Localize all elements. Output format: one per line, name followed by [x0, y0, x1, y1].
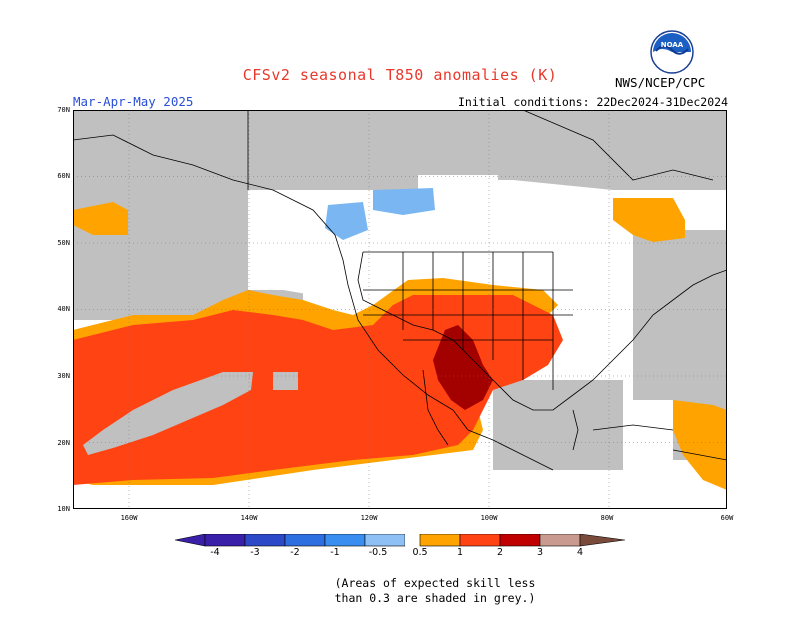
colorbar-label: -2 — [290, 547, 300, 558]
dark-red-anomaly-area — [433, 325, 493, 410]
colorbar-label: 1 — [456, 547, 464, 558]
colorbar-arrow-high — [579, 534, 625, 547]
noaa-logo: NOAA — [650, 30, 694, 74]
skill-note-line-1: (Areas of expected skill less — [334, 576, 536, 590]
lon-label-60w: 60W — [720, 514, 734, 522]
colorbar-label: 3 — [536, 547, 544, 558]
colorbar-swatch — [405, 534, 420, 546]
skill-note-line-2: than 0.3 are shaded in grey.) — [334, 591, 536, 605]
lat-label-20n: 20N — [57, 439, 70, 447]
colorbar — [175, 534, 625, 547]
colorbar-label: 0.5 — [412, 547, 428, 558]
colorbar-label: -4 — [210, 547, 220, 558]
colorbar-swatch — [364, 534, 406, 547]
light-blue-anomaly-areas — [325, 188, 435, 240]
noaa-logo-text: NOAA — [661, 41, 684, 49]
lat-label-30n: 30N — [57, 372, 70, 380]
colorbar-swatch — [459, 534, 501, 547]
lon-label-120w: 120W — [360, 514, 378, 522]
colorbar-swatch — [324, 534, 366, 547]
lat-label-70n: 70N — [57, 106, 70, 114]
grey-pacific-patches — [83, 372, 298, 455]
lon-label-140w: 140W — [240, 514, 258, 522]
colorbar-label: 4 — [576, 547, 584, 558]
lat-label-40n: 40N — [57, 305, 70, 313]
colorbar-label: -3 — [250, 547, 260, 558]
agency-label: NWS/NCEP/CPC — [615, 75, 706, 90]
colorbar-swatch — [284, 534, 326, 547]
colorbar-label: -1 — [330, 547, 340, 558]
lon-label-100w: 100W — [480, 514, 498, 522]
skill-note: (Areas of expected skill less than 0.3 a… — [0, 576, 800, 606]
colorbar-arrow-low — [175, 534, 206, 547]
colorbar-label: 2 — [496, 547, 504, 558]
lat-label-50n: 50N — [57, 239, 70, 247]
colorbar-swatch — [539, 534, 581, 547]
map-frame — [73, 110, 727, 509]
colorbar-swatch — [419, 534, 461, 547]
anomaly-map — [73, 110, 727, 509]
initial-conditions-label: Initial conditions: 22Dec2024-31Dec2024 — [457, 95, 728, 109]
lat-label-10n: 10N — [57, 505, 70, 513]
season-label: Mar-Apr-May 2025 — [73, 94, 194, 109]
lon-label-80w: 80W — [600, 514, 614, 522]
colorbar-label: -0.5 — [368, 547, 388, 558]
colorbar-swatch — [204, 534, 246, 547]
lat-label-60n: 60N — [57, 172, 70, 180]
chart-title: CFSv2 seasonal T850 anomalies (K) — [242, 66, 558, 84]
lon-label-160w: 160W — [120, 514, 138, 522]
graticule — [73, 110, 727, 509]
colorbar-swatch — [499, 534, 541, 547]
colorbar-swatch — [244, 534, 286, 547]
